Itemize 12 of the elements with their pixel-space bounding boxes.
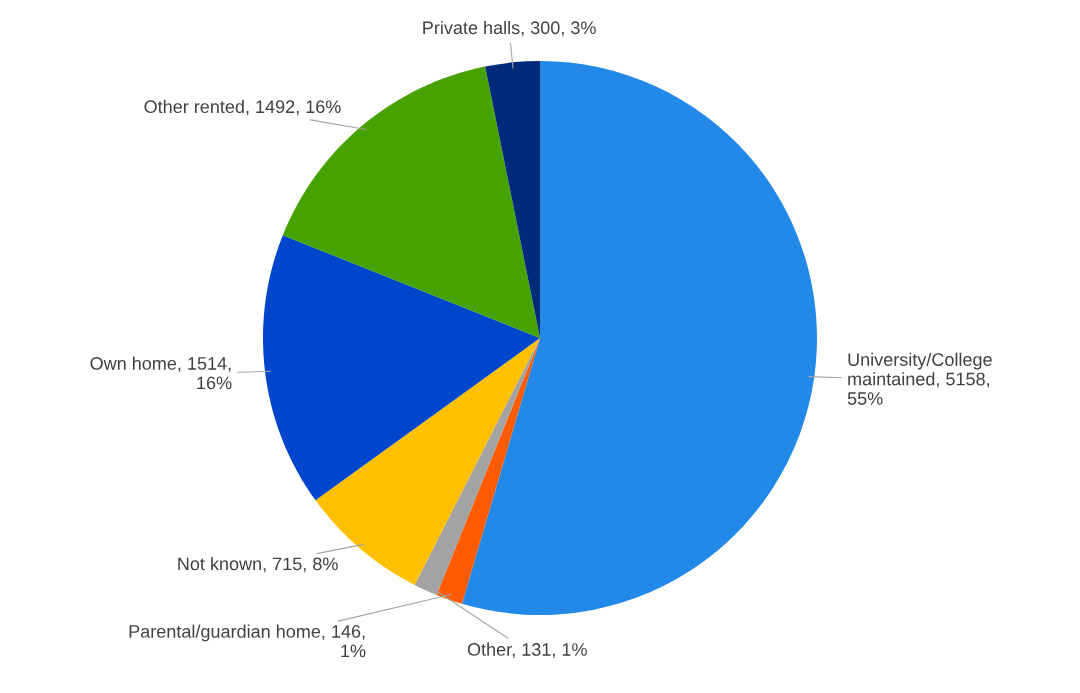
- slice-label: Other rented, 1492, 16%: [144, 99, 341, 116]
- slice-label: Not known, 715, 8%: [178, 556, 338, 573]
- pie-slice: [436, 338, 540, 604]
- pie-slice: [315, 338, 540, 585]
- slice-label: Parental/guardian home, 146, 1%: [129, 624, 366, 658]
- pie-slice: [485, 61, 540, 338]
- slice-label: University/College maintained, 5158, 55%: [847, 352, 992, 405]
- pie-slice: [263, 235, 540, 501]
- slice-label: Own home, 1514, 16%: [90, 356, 232, 390]
- slice-label: Other, 131, 1%: [467, 642, 587, 658]
- slice-label: Private halls, 300, 3%: [423, 20, 596, 37]
- pie-slice: [461, 61, 817, 615]
